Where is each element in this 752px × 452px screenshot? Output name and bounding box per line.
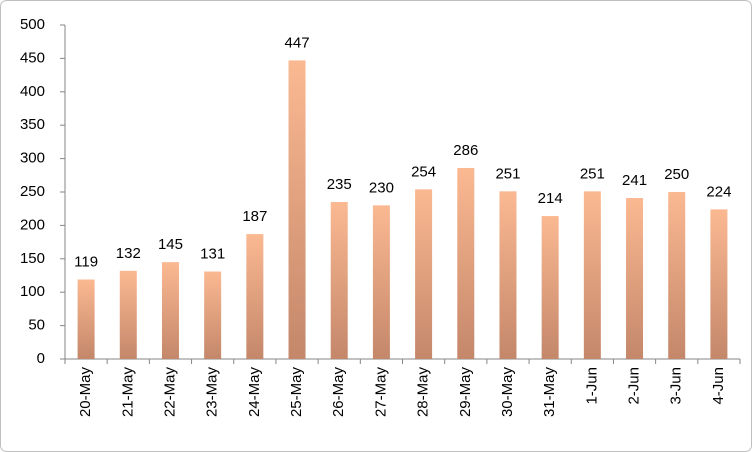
y-tick-label: 0 (37, 350, 45, 367)
y-tick-label: 300 (20, 150, 45, 167)
value-label: 214 (538, 190, 563, 207)
x-tick-label: 24-May (246, 367, 263, 418)
bar (583, 191, 601, 359)
x-tick-label: 21-May (119, 367, 136, 418)
bar (161, 262, 179, 359)
value-label: 241 (622, 172, 647, 189)
x-tick-label: 26-May (330, 367, 347, 418)
x-tick-label: 1-Jun (583, 367, 600, 405)
bar (626, 198, 644, 359)
bar (119, 270, 137, 359)
value-label: 286 (453, 142, 478, 159)
bar (710, 209, 728, 359)
x-tick-label: 22-May (161, 367, 178, 418)
bar (246, 234, 264, 359)
y-tick-label: 150 (20, 250, 45, 267)
bar (668, 192, 686, 359)
value-label: 447 (285, 34, 310, 51)
x-tick-label: 2-Jun (626, 367, 643, 405)
x-tick-label: 20-May (77, 367, 94, 418)
value-label: 119 (74, 253, 98, 270)
x-tick-label: 27-May (372, 367, 389, 418)
bar (415, 189, 433, 359)
value-label: 187 (242, 208, 267, 225)
value-label: 251 (580, 165, 605, 182)
bar (499, 191, 517, 359)
value-label: 254 (411, 163, 436, 180)
bar (457, 167, 475, 359)
y-tick-label: 500 (20, 16, 45, 33)
value-label: 131 (200, 245, 225, 262)
bar (77, 279, 95, 359)
bar (372, 205, 390, 359)
x-tick-label: 30-May (499, 367, 516, 418)
value-label: 145 (158, 236, 183, 253)
value-label: 251 (495, 165, 520, 182)
value-label: 224 (706, 183, 731, 200)
y-tick-label: 350 (20, 116, 45, 133)
x-tick-label: 3-Jun (668, 367, 685, 405)
y-tick-label: 100 (20, 283, 45, 300)
bar (541, 216, 559, 359)
x-tick-label: 31-May (541, 367, 558, 418)
x-tick-label: 25-May (288, 367, 305, 418)
y-tick-label: 450 (20, 49, 45, 66)
x-tick-label: 29-May (457, 367, 474, 418)
y-tick-label: 400 (20, 83, 45, 100)
x-tick-label: 23-May (204, 367, 221, 418)
value-label: 250 (664, 166, 689, 183)
y-tick-label: 200 (20, 216, 45, 233)
value-label: 132 (116, 245, 141, 262)
value-label: 235 (327, 176, 352, 193)
bar (288, 60, 306, 360)
y-tick-label: 50 (28, 317, 45, 334)
x-tick-label: 4-Jun (710, 367, 727, 405)
x-tick-label: 28-May (415, 367, 432, 418)
bar (330, 202, 348, 359)
bar (204, 271, 222, 359)
value-label: 230 (369, 179, 394, 196)
y-tick-label: 250 (20, 183, 45, 200)
